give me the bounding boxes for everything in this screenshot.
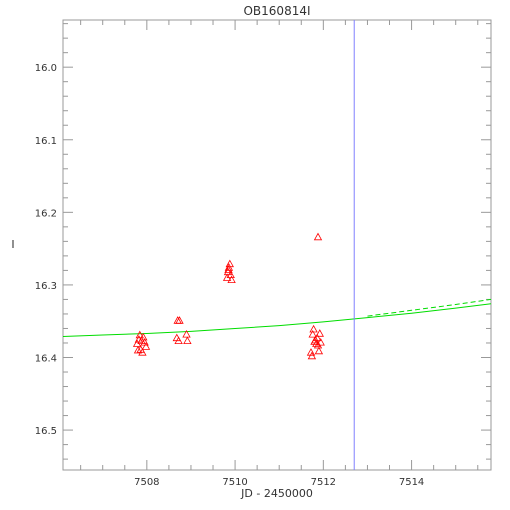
data-point (315, 329, 324, 337)
data-point (313, 232, 323, 241)
plot-frame (62, 19, 492, 471)
data-point (306, 348, 316, 356)
data-point (224, 265, 233, 273)
data-point (182, 329, 191, 338)
data-point (316, 337, 325, 346)
data-point (307, 351, 317, 360)
data-point (133, 345, 143, 354)
data-point (135, 330, 144, 339)
x-tick-label: 7510 (222, 477, 247, 488)
y-tick-label: 16.2 (35, 208, 57, 219)
data-point (175, 316, 184, 324)
tick-labels: 7508 7510 7512 7514 16.0 16.1 16.2 16.3 16.4 16.5 (35, 63, 425, 488)
data-point (311, 335, 320, 344)
data-point (183, 336, 192, 345)
data-point (309, 324, 318, 333)
y-tick-label: 16.3 (35, 281, 57, 292)
model-curves (62, 298, 492, 337)
y-tick-label: 16.0 (35, 63, 57, 74)
data-point (174, 336, 183, 345)
data-point (308, 329, 317, 338)
data-point (141, 342, 151, 350)
x-axis-label: JD - 2450000 (240, 487, 313, 500)
data-point (139, 332, 148, 341)
chart-title: OB160814I (243, 4, 310, 18)
model-curve-solid (62, 303, 492, 337)
x-tick-label: 7514 (399, 477, 424, 488)
data-point (223, 267, 233, 276)
model-curve-dashed (367, 298, 492, 317)
x-tick-label: 7512 (311, 477, 336, 488)
data-point (227, 275, 236, 284)
data-point (314, 346, 324, 355)
data-point (224, 263, 234, 271)
y-axis-label: I (11, 238, 14, 251)
data-points (132, 232, 325, 360)
y-tick-label: 16.5 (35, 426, 57, 437)
data-point (225, 259, 234, 268)
data-point (313, 333, 322, 342)
x-tick-label: 7508 (134, 477, 159, 488)
y-tick-label: 16.4 (35, 354, 57, 365)
axis-ticks (63, 20, 491, 470)
y-tick-label: 16.1 (35, 136, 57, 147)
